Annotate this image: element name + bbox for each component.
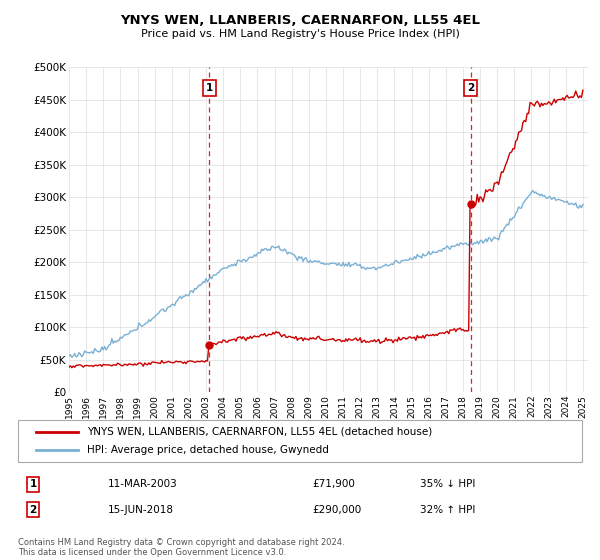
Text: 15-JUN-2018: 15-JUN-2018 bbox=[108, 505, 174, 515]
Text: 1: 1 bbox=[29, 479, 37, 489]
Text: 2: 2 bbox=[467, 83, 474, 93]
Text: HPI: Average price, detached house, Gwynedd: HPI: Average price, detached house, Gwyn… bbox=[87, 445, 329, 455]
Text: Price paid vs. HM Land Registry's House Price Index (HPI): Price paid vs. HM Land Registry's House … bbox=[140, 29, 460, 39]
Text: £71,900: £71,900 bbox=[312, 479, 355, 489]
Text: 11-MAR-2003: 11-MAR-2003 bbox=[108, 479, 178, 489]
Text: 32% ↑ HPI: 32% ↑ HPI bbox=[420, 505, 475, 515]
Text: 1: 1 bbox=[206, 83, 213, 93]
Text: 35% ↓ HPI: 35% ↓ HPI bbox=[420, 479, 475, 489]
Text: £290,000: £290,000 bbox=[312, 505, 361, 515]
Text: 2: 2 bbox=[29, 505, 37, 515]
Text: Contains HM Land Registry data © Crown copyright and database right 2024.
This d: Contains HM Land Registry data © Crown c… bbox=[18, 538, 344, 557]
Text: YNYS WEN, LLANBERIS, CAERNARFON, LL55 4EL (detached house): YNYS WEN, LLANBERIS, CAERNARFON, LL55 4E… bbox=[87, 427, 432, 437]
Text: YNYS WEN, LLANBERIS, CAERNARFON, LL55 4EL: YNYS WEN, LLANBERIS, CAERNARFON, LL55 4E… bbox=[120, 14, 480, 27]
